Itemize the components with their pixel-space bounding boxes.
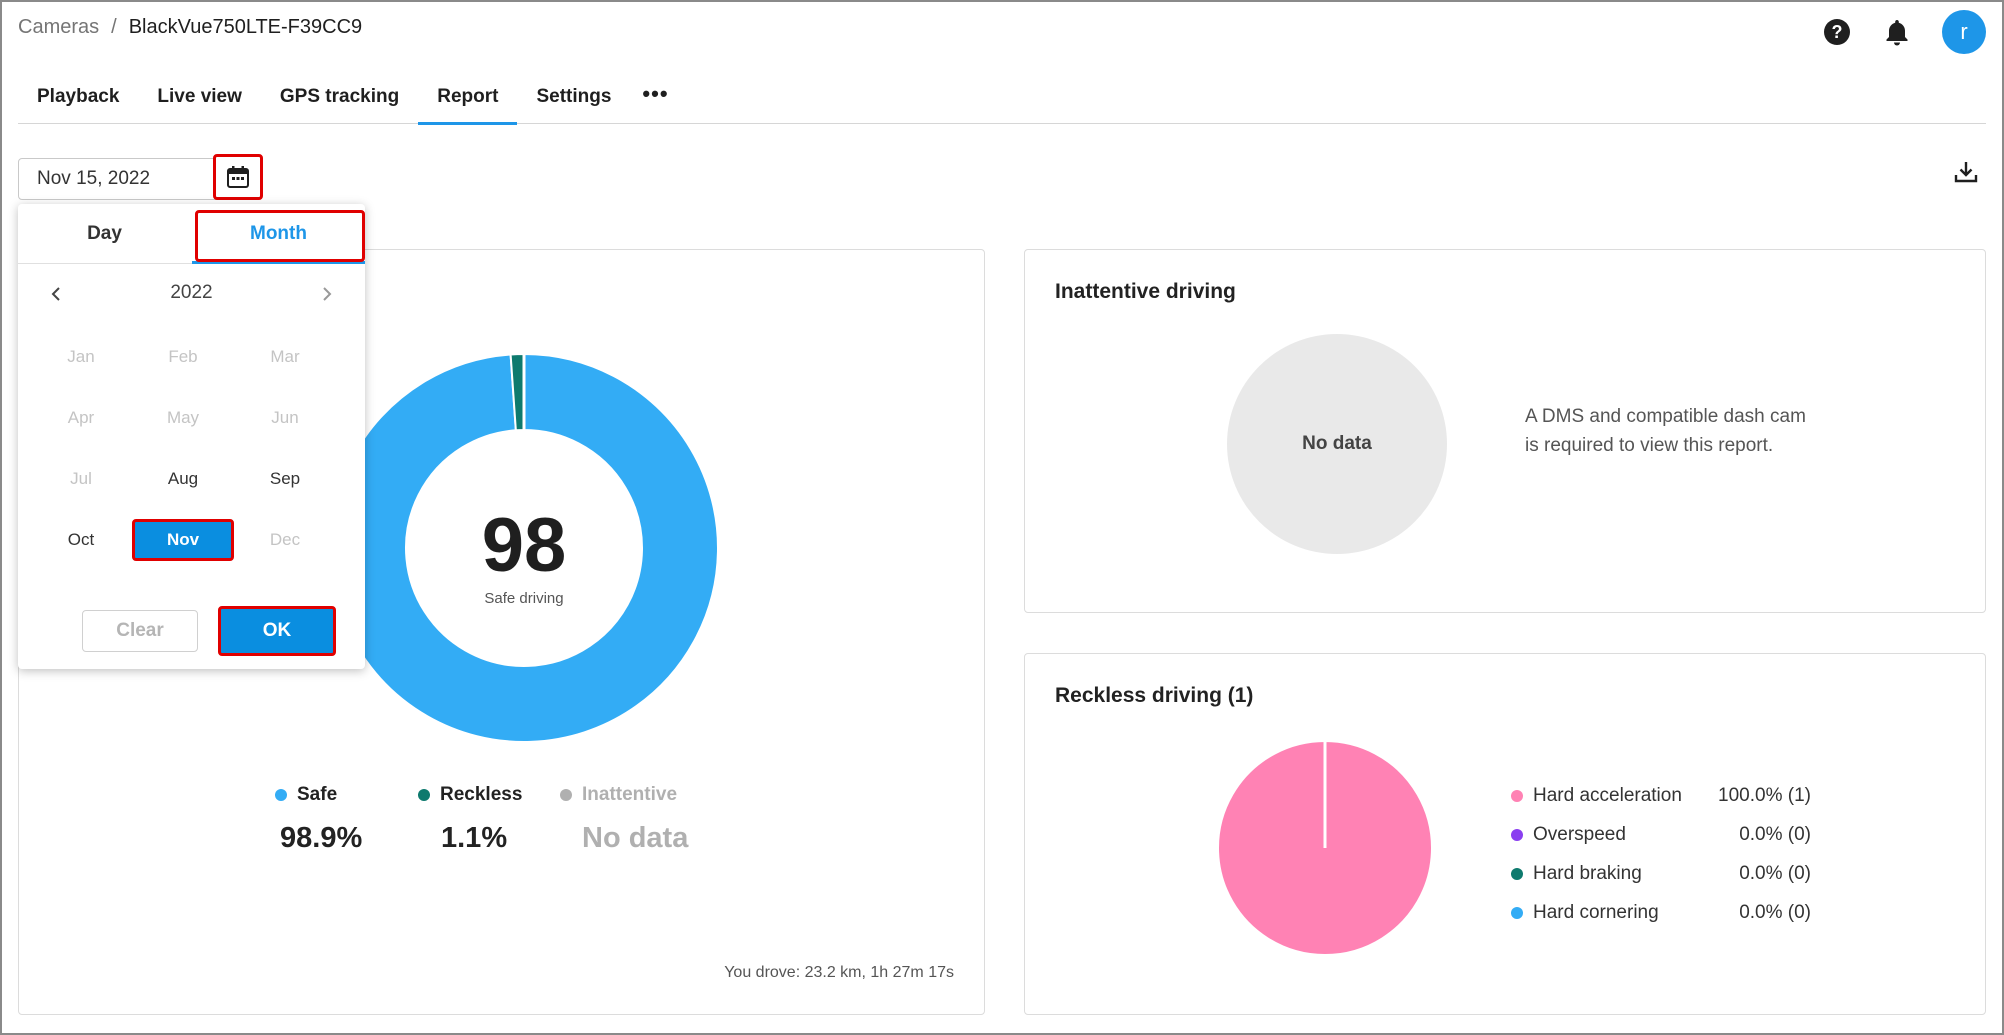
legend-overspeed-label: Overspeed	[1533, 823, 1626, 845]
month-grid: Jan Feb Mar Apr May Jun Jul Aug Sep Oct …	[30, 326, 336, 570]
legend-hard-cornering-label: Hard cornering	[1533, 901, 1659, 923]
month-dec: Dec	[269, 529, 301, 549]
month-jul: Jul	[70, 468, 92, 488]
year-label: 2022	[170, 282, 213, 303]
reckless-title: Reckless driving (1)	[1055, 684, 1254, 707]
report-tabs: Playback Live view GPS tracking Report S…	[18, 80, 1986, 125]
reckless-legend-row: Hard braking 0.0% (0)	[1511, 854, 1811, 893]
inattentive-driving-card: Inattentive driving No data A DMS and co…	[1024, 249, 1986, 613]
safety-slice-safe	[329, 352, 719, 743]
chevron-right-icon[interactable]	[313, 280, 341, 308]
inattentive-dot-icon	[560, 789, 572, 801]
month-sep[interactable]: Sep	[269, 468, 301, 488]
safety-donut-chart: 98 Safe driving	[328, 352, 720, 744]
svg-text:?: ?	[1832, 22, 1843, 42]
month-nov-selected[interactable]: Nov	[132, 509, 234, 570]
date-picker-popup: Day Month 2022 Jan Feb Mar Apr May Jun J…	[18, 204, 365, 669]
month-feb: Feb	[168, 346, 198, 366]
legend-inattentive-value: No data	[582, 822, 689, 854]
tab-settings[interactable]: Settings	[536, 86, 612, 107]
legend-hard-braking-label: Hard braking	[1533, 862, 1642, 884]
breadcrumb-current-camera: BlackVue750LTE-F39CC9	[128, 16, 363, 38]
breadcrumb-cameras-link[interactable]: Cameras	[18, 16, 100, 38]
legend-overspeed-value: 0.0% (0)	[1739, 823, 1811, 845]
month-jun: Jun	[271, 407, 299, 427]
distance-summary: You drove: 23.2 km, 1h 27m 17s	[724, 964, 954, 981]
breadcrumb-separator: /	[111, 16, 117, 38]
tab-playback[interactable]: Playback	[37, 86, 120, 107]
legend-safe-label: Safe	[297, 784, 338, 805]
user-avatar[interactable]: r	[1942, 10, 1986, 54]
inattentive-no-data-chart: No data	[1227, 334, 1447, 554]
legend-inattentive: Inattentive No data	[560, 784, 688, 855]
month-apr: Apr	[67, 407, 95, 427]
bell-icon[interactable]	[1882, 17, 1912, 47]
inattentive-message: A DMS and compatible dash cam is require…	[1525, 406, 1806, 456]
download-icon[interactable]	[1950, 156, 1982, 188]
reckless-pie-chart	[1217, 739, 1433, 956]
legend-hard-acceleration-value: 100.0% (1)	[1718, 784, 1811, 806]
hard-braking-dot-icon	[1511, 867, 1523, 880]
reckless-dot-icon	[418, 789, 430, 801]
reckless-legend-row: Overspeed 0.0% (0)	[1511, 815, 1811, 854]
safe-dot-icon	[275, 789, 287, 801]
reckless-legend-row: Hard cornering 0.0% (0)	[1511, 893, 1811, 932]
chevron-left-icon[interactable]	[42, 280, 70, 308]
reckless-legend: Hard acceleration 100.0% (1) Overspeed 0…	[1511, 776, 1811, 932]
legend-safe: Safe 98.9%	[275, 784, 362, 855]
calendar-icon	[227, 166, 249, 188]
date-input-value: Nov 15, 2022	[37, 168, 151, 189]
help-icon[interactable]: ?	[1822, 17, 1852, 47]
header-actions: ? r	[1822, 10, 1986, 54]
month-mar: Mar	[270, 346, 300, 366]
picker-mode-tabs: Day Month	[18, 204, 365, 264]
month-nov-label: Nov	[132, 518, 234, 561]
tab-gps-tracking[interactable]: GPS tracking	[279, 86, 400, 107]
legend-reckless: Reckless 1.1%	[418, 784, 522, 855]
picker-tab-month[interactable]: Month	[250, 223, 307, 244]
picker-tab-day[interactable]: Day	[87, 223, 122, 244]
hard-cornering-dot-icon	[1511, 906, 1523, 919]
hard-acceleration-dot-icon	[1511, 789, 1523, 802]
legend-hard-braking-value: 0.0% (0)	[1739, 862, 1811, 884]
reckless-driving-card: Reckless driving (1) Hard acceleration 1…	[1024, 653, 1986, 1015]
month-jan: Jan	[67, 346, 95, 366]
tab-live-view[interactable]: Live view	[157, 86, 242, 107]
overspeed-dot-icon	[1511, 828, 1523, 841]
ok-button[interactable]: OK	[218, 606, 336, 656]
legend-hard-cornering-value: 0.0% (0)	[1739, 901, 1811, 923]
clear-button[interactable]: Clear	[82, 610, 198, 652]
breadcrumb: Cameras / BlackVue750LTE-F39CC9	[18, 16, 362, 39]
safety-score-label: Safe driving	[484, 590, 564, 607]
safety-score-value: 98	[481, 503, 567, 588]
legend-inattentive-label: Inattentive	[582, 784, 678, 805]
legend-reckless-label: Reckless	[440, 784, 523, 805]
inattentive-title: Inattentive driving	[1055, 280, 1236, 303]
year-navigator: 2022	[18, 274, 365, 314]
reckless-legend-row: Hard acceleration 100.0% (1)	[1511, 776, 1811, 815]
tab-report[interactable]: Report	[418, 80, 518, 125]
legend-reckless-value: 1.1%	[441, 822, 508, 854]
month-aug[interactable]: Aug	[167, 468, 199, 488]
legend-hard-acceleration-label: Hard acceleration	[1533, 784, 1682, 806]
reckless-pie-svg	[1217, 739, 1433, 956]
month-may: May	[166, 407, 200, 427]
picker-month-underline	[192, 261, 365, 264]
more-tabs-icon[interactable]: •••	[642, 81, 669, 106]
safety-donut-svg	[329, 352, 719, 743]
month-oct[interactable]: Oct	[67, 529, 95, 549]
legend-safe-value: 98.9%	[280, 822, 363, 854]
calendar-button[interactable]	[213, 154, 263, 200]
